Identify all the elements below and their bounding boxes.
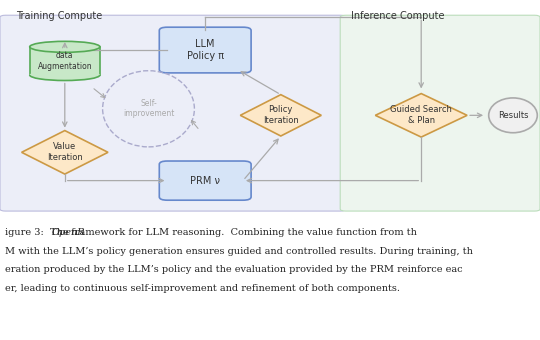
FancyBboxPatch shape	[159, 161, 251, 200]
Text: M with the LLM’s policy generation ensures guided and controlled results. During: M with the LLM’s policy generation ensur…	[5, 246, 473, 255]
Text: Policy
Iteration: Policy Iteration	[263, 105, 299, 125]
Text: LLM
Policy π: LLM Policy π	[187, 39, 224, 61]
Text: Self-
improvement: Self- improvement	[123, 99, 174, 119]
Text: PRM ν: PRM ν	[190, 175, 220, 186]
Ellipse shape	[489, 98, 537, 133]
Text: Value
Iteration: Value Iteration	[47, 142, 83, 163]
Text: eration produced by the LLM’s policy and the evaluation provided by the PRM rein: eration produced by the LLM’s policy and…	[5, 265, 463, 274]
Text: framework for LLM reasoning.  Combining the value function from th: framework for LLM reasoning. Combining t…	[69, 228, 417, 237]
Text: OpenR: OpenR	[52, 228, 85, 237]
Polygon shape	[240, 95, 321, 136]
Ellipse shape	[30, 41, 100, 52]
Polygon shape	[375, 94, 467, 137]
Bar	[30, 47, 100, 75]
Ellipse shape	[30, 70, 100, 81]
Text: Training Compute: Training Compute	[16, 11, 103, 21]
Text: data
Augmentation: data Augmentation	[37, 51, 92, 71]
Text: er, leading to continuous self-improvement and refinement of both components.: er, leading to continuous self-improveme…	[5, 284, 400, 293]
Text: Results: Results	[498, 111, 528, 120]
FancyBboxPatch shape	[159, 27, 251, 73]
Text: Guided Search
& Plan: Guided Search & Plan	[390, 105, 452, 125]
Text: igure 3:  The: igure 3: The	[5, 228, 72, 237]
FancyBboxPatch shape	[0, 15, 346, 211]
Text: Inference Compute: Inference Compute	[351, 11, 444, 21]
FancyBboxPatch shape	[340, 15, 540, 211]
Polygon shape	[22, 131, 108, 174]
